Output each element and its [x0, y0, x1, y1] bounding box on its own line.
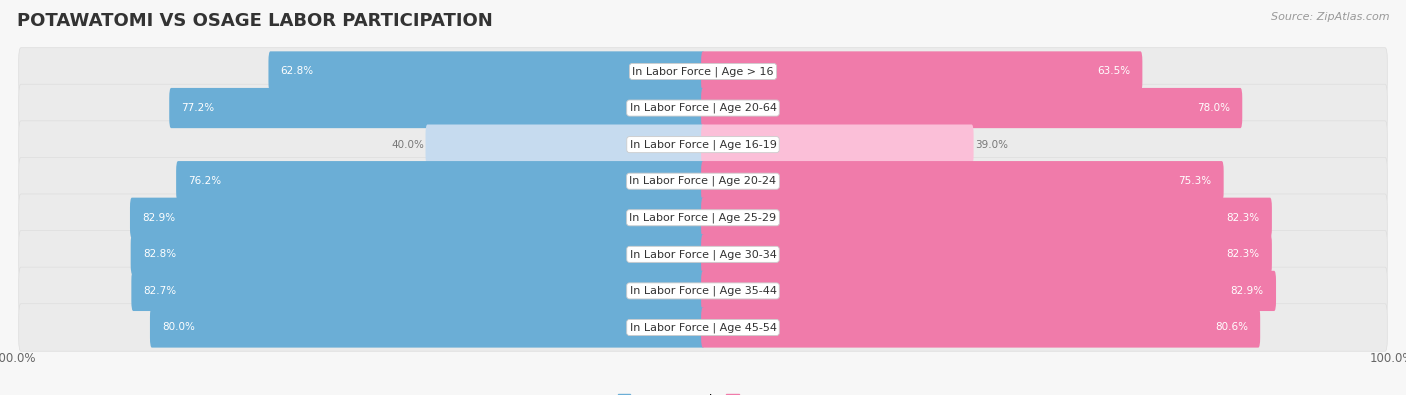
FancyBboxPatch shape: [129, 198, 704, 238]
FancyBboxPatch shape: [702, 234, 1272, 275]
FancyBboxPatch shape: [18, 121, 1388, 168]
Text: 82.9%: 82.9%: [1230, 286, 1264, 296]
Text: In Labor Force | Age 30-34: In Labor Force | Age 30-34: [630, 249, 776, 260]
FancyBboxPatch shape: [18, 48, 1388, 95]
Text: 75.3%: 75.3%: [1178, 176, 1212, 186]
Text: 80.6%: 80.6%: [1215, 322, 1249, 333]
FancyBboxPatch shape: [702, 307, 1260, 348]
FancyBboxPatch shape: [21, 309, 1385, 346]
FancyBboxPatch shape: [21, 163, 1385, 199]
FancyBboxPatch shape: [169, 88, 704, 128]
Text: 62.8%: 62.8%: [281, 66, 314, 77]
FancyBboxPatch shape: [21, 236, 1385, 273]
FancyBboxPatch shape: [21, 90, 1385, 126]
Text: 76.2%: 76.2%: [188, 176, 222, 186]
FancyBboxPatch shape: [702, 198, 1272, 238]
FancyBboxPatch shape: [18, 194, 1388, 241]
Text: 82.3%: 82.3%: [1226, 213, 1260, 223]
FancyBboxPatch shape: [18, 158, 1388, 205]
FancyBboxPatch shape: [131, 234, 704, 275]
FancyBboxPatch shape: [21, 199, 1385, 236]
Text: POTAWATOMI VS OSAGE LABOR PARTICIPATION: POTAWATOMI VS OSAGE LABOR PARTICIPATION: [17, 12, 492, 30]
Text: 40.0%: 40.0%: [391, 139, 425, 150]
FancyBboxPatch shape: [702, 161, 1223, 201]
FancyBboxPatch shape: [18, 267, 1388, 315]
FancyBboxPatch shape: [269, 51, 704, 92]
Text: In Labor Force | Age 25-29: In Labor Force | Age 25-29: [630, 213, 776, 223]
Text: 77.2%: 77.2%: [181, 103, 215, 113]
FancyBboxPatch shape: [702, 51, 1142, 92]
Text: 82.8%: 82.8%: [143, 249, 176, 260]
Text: In Labor Force | Age > 16: In Labor Force | Age > 16: [633, 66, 773, 77]
Text: In Labor Force | Age 16-19: In Labor Force | Age 16-19: [630, 139, 776, 150]
Text: 80.0%: 80.0%: [162, 322, 195, 333]
Text: Source: ZipAtlas.com: Source: ZipAtlas.com: [1271, 12, 1389, 22]
Text: 82.3%: 82.3%: [1226, 249, 1260, 260]
FancyBboxPatch shape: [702, 124, 973, 165]
Text: 39.0%: 39.0%: [976, 139, 1008, 150]
Text: 82.7%: 82.7%: [143, 286, 177, 296]
Legend: Potawatomi, Osage: Potawatomi, Osage: [617, 393, 789, 395]
FancyBboxPatch shape: [18, 231, 1388, 278]
Text: 63.5%: 63.5%: [1097, 66, 1130, 77]
Text: In Labor Force | Age 20-64: In Labor Force | Age 20-64: [630, 103, 776, 113]
FancyBboxPatch shape: [150, 307, 704, 348]
FancyBboxPatch shape: [131, 271, 704, 311]
FancyBboxPatch shape: [18, 304, 1388, 351]
Text: 78.0%: 78.0%: [1197, 103, 1230, 113]
Text: In Labor Force | Age 20-24: In Labor Force | Age 20-24: [630, 176, 776, 186]
FancyBboxPatch shape: [702, 88, 1243, 128]
Text: In Labor Force | Age 35-44: In Labor Force | Age 35-44: [630, 286, 776, 296]
FancyBboxPatch shape: [21, 53, 1385, 90]
FancyBboxPatch shape: [21, 273, 1385, 309]
Text: 82.9%: 82.9%: [142, 213, 176, 223]
FancyBboxPatch shape: [426, 124, 704, 165]
FancyBboxPatch shape: [176, 161, 704, 201]
FancyBboxPatch shape: [21, 126, 1385, 163]
FancyBboxPatch shape: [18, 84, 1388, 132]
Text: In Labor Force | Age 45-54: In Labor Force | Age 45-54: [630, 322, 776, 333]
FancyBboxPatch shape: [702, 271, 1277, 311]
